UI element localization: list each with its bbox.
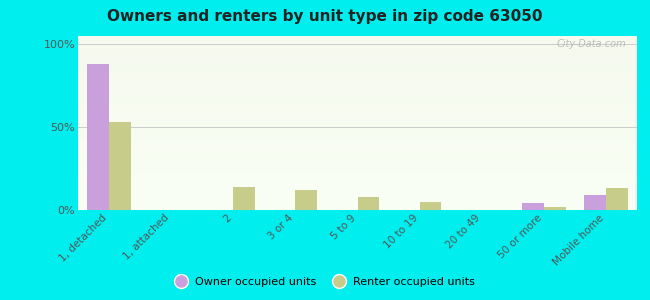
Bar [295,190,317,210]
Bar [109,122,131,210]
Bar [420,202,441,210]
Bar [606,188,628,210]
Text: City-Data.com: City-Data.com [556,40,626,50]
Bar [522,203,544,210]
Bar [87,64,109,210]
Bar [584,195,606,210]
Legend: Owner occupied units, Renter occupied units: Owner occupied units, Renter occupied un… [171,272,479,291]
Text: Owners and renters by unit type in zip code 63050: Owners and renters by unit type in zip c… [107,9,543,24]
Bar [358,197,379,210]
Bar [233,187,255,210]
Bar [544,207,566,210]
